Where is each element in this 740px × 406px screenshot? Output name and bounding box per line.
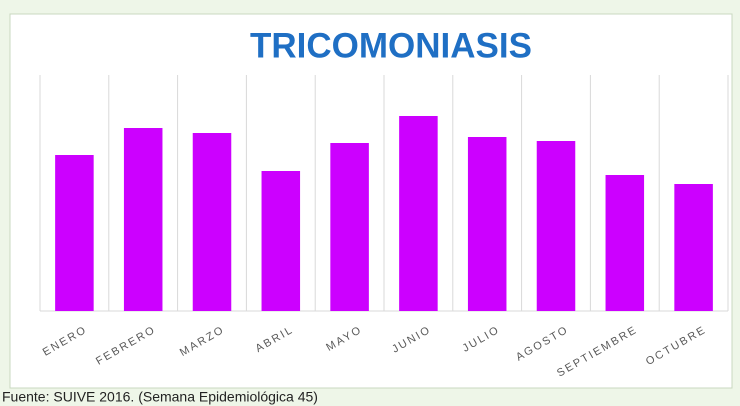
- source-note: Fuente: SUIVE 2016. (Semana Epidemiológi…: [2, 389, 318, 405]
- bar: [261, 171, 301, 311]
- bar: [536, 141, 576, 311]
- bar: [192, 133, 232, 311]
- bar: [399, 116, 438, 311]
- bar: [330, 143, 369, 311]
- bar: [55, 155, 94, 311]
- chart-title: TRICOMONIASIS: [250, 26, 532, 65]
- bar: [674, 184, 713, 311]
- bar: [467, 137, 507, 311]
- bar: [123, 128, 163, 311]
- bar: [605, 175, 645, 311]
